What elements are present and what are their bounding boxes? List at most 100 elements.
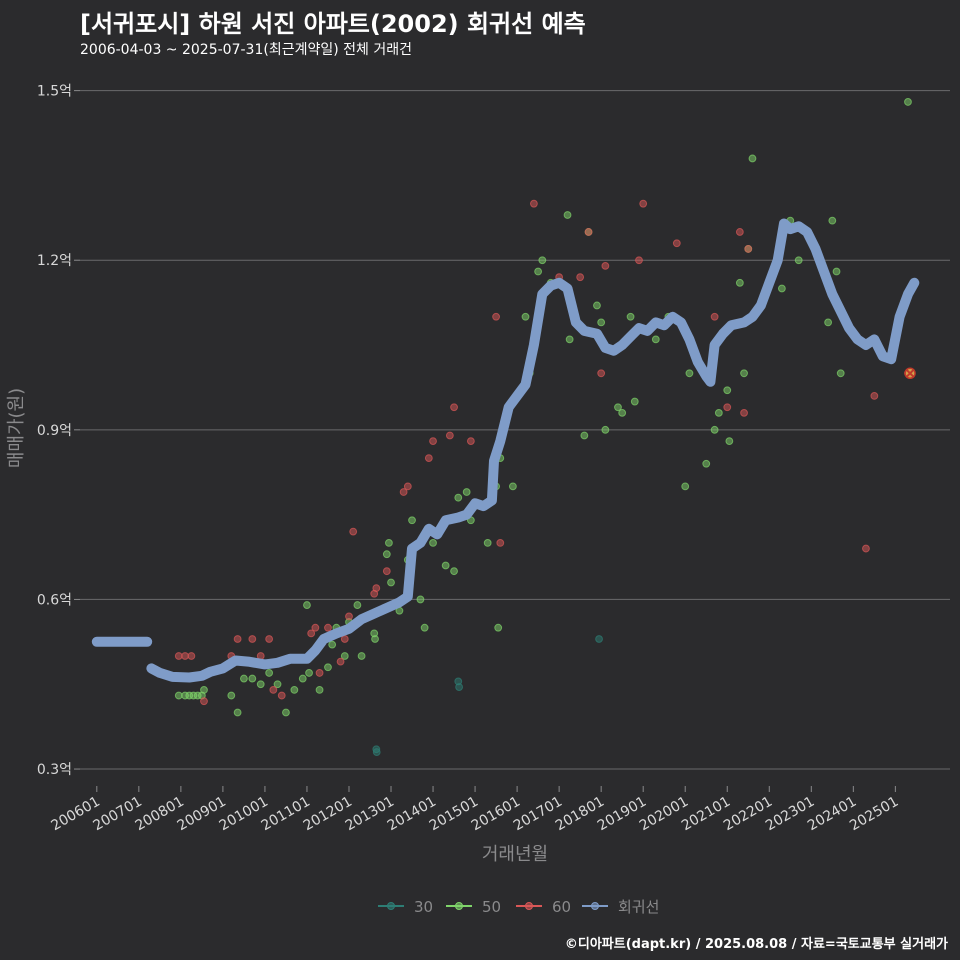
regression-layer (91, 218, 920, 683)
data-point-50 (777, 284, 786, 293)
legend-label: 30 (414, 898, 433, 916)
data-point-50 (681, 482, 690, 491)
data-point-60 (576, 273, 585, 282)
data-point-60 (269, 685, 278, 694)
y-tick-label: 0.3억 (37, 762, 72, 778)
data-point-60 (181, 652, 189, 660)
data-point-50 (630, 397, 639, 406)
data-point-60 (597, 369, 606, 378)
data-point-50 (618, 408, 627, 417)
data-point-50 (714, 408, 723, 417)
page-title: [서귀포시] 하원 서진 아파트(2002) 회귀선 예측 (80, 10, 586, 38)
data-point-50 (371, 635, 379, 643)
data-point-50 (538, 256, 547, 265)
data-point-60 (710, 312, 719, 321)
data-point-60 (735, 228, 744, 236)
data-point-60 (340, 635, 349, 643)
data-point-50 (450, 567, 458, 576)
data-point-50 (353, 601, 362, 609)
legend: 30 50 60 회귀선 (378, 898, 659, 916)
data-point-60 (744, 245, 753, 253)
data-point-50 (248, 674, 257, 683)
legend-label: 60 (552, 898, 571, 916)
data-point-60 (445, 431, 454, 440)
x-axis-ticks: 2006012007012008012009012010012011012012… (49, 786, 901, 834)
legend-item-60: 60 (516, 898, 571, 916)
data-point-50 (298, 674, 307, 683)
data-point-50 (740, 369, 748, 378)
data-point-50 (725, 437, 734, 446)
data-point-50 (382, 550, 391, 559)
legend-dot (591, 902, 599, 910)
data-point-50 (710, 425, 719, 434)
data-point-60 (672, 239, 681, 248)
data-point-60 (399, 488, 408, 496)
data-point-50 (416, 595, 425, 604)
legend-label: 50 (482, 898, 501, 916)
data-point-60 (324, 623, 332, 632)
data-point-50 (794, 256, 803, 265)
scatter-points (174, 98, 912, 756)
data-point-50 (441, 561, 450, 570)
data-point-60 (248, 635, 257, 643)
data-point-60 (492, 312, 500, 321)
data-point-50 (614, 403, 622, 412)
data-point-50 (462, 488, 471, 496)
data-point-30 (455, 683, 464, 691)
data-point-60 (187, 652, 196, 660)
data-point-60 (200, 697, 208, 706)
legend-dot (525, 902, 533, 910)
data-point-50 (200, 685, 208, 694)
data-point-60 (496, 538, 505, 547)
data-point-50 (836, 369, 845, 378)
data-point-60 (429, 437, 437, 446)
data-point-50 (303, 601, 311, 609)
data-point-50 (282, 708, 290, 717)
data-point-60 (862, 544, 870, 553)
legend-item-30: 30 (378, 898, 433, 916)
data-point-30 (372, 748, 381, 756)
y-tick-label: 0.6억 (37, 592, 72, 608)
x-axis-label: 거래년월 (482, 844, 548, 865)
regression-line (146, 218, 920, 683)
data-point-50 (685, 369, 694, 378)
data-point-50 (233, 708, 242, 717)
data-point-60 (349, 527, 358, 536)
data-point-50 (580, 431, 589, 440)
data-point-50 (824, 318, 833, 327)
data-point-50 (494, 623, 503, 632)
data-point-60 (382, 567, 391, 576)
data-point-50 (593, 301, 601, 310)
data-point-60 (336, 657, 345, 666)
data-point-60 (530, 199, 538, 208)
data-point-50 (651, 335, 660, 344)
data-point-50 (340, 652, 349, 660)
data-point-50 (534, 267, 543, 276)
data-point-50 (904, 98, 912, 106)
data-point-60 (174, 652, 183, 660)
y-tick-label: 1.2억 (37, 253, 72, 269)
data-point-50 (563, 211, 572, 219)
legend-item-회귀선: 회귀선 (582, 898, 659, 916)
page-subtitle: 2006-04-03 ~ 2025-07-31(최근계약일) 전체 거래건 (80, 42, 412, 58)
data-point-50 (387, 578, 395, 587)
legend-item-50: 50 (446, 898, 501, 916)
data-point-60 (450, 403, 458, 412)
data-point-60 (233, 635, 242, 643)
data-point-50 (735, 278, 744, 287)
legend-dot (455, 902, 463, 910)
y-axis-ticks: 0.3억 0.6억 0.9억 1.2억 1.5억 (37, 84, 80, 778)
data-point-50 (385, 538, 393, 547)
data-point-60 (424, 454, 433, 462)
data-point-60 (601, 261, 610, 270)
data-point-50 (265, 669, 274, 677)
data-point-60 (403, 482, 412, 491)
data-point-60 (723, 403, 732, 412)
legend-label: 회귀선 (618, 898, 659, 916)
data-point-60 (265, 635, 274, 643)
data-point-60 (870, 392, 879, 400)
legend-dot (387, 902, 395, 910)
data-point-50 (305, 669, 313, 677)
y-tick-label: 1.5억 (37, 84, 72, 100)
